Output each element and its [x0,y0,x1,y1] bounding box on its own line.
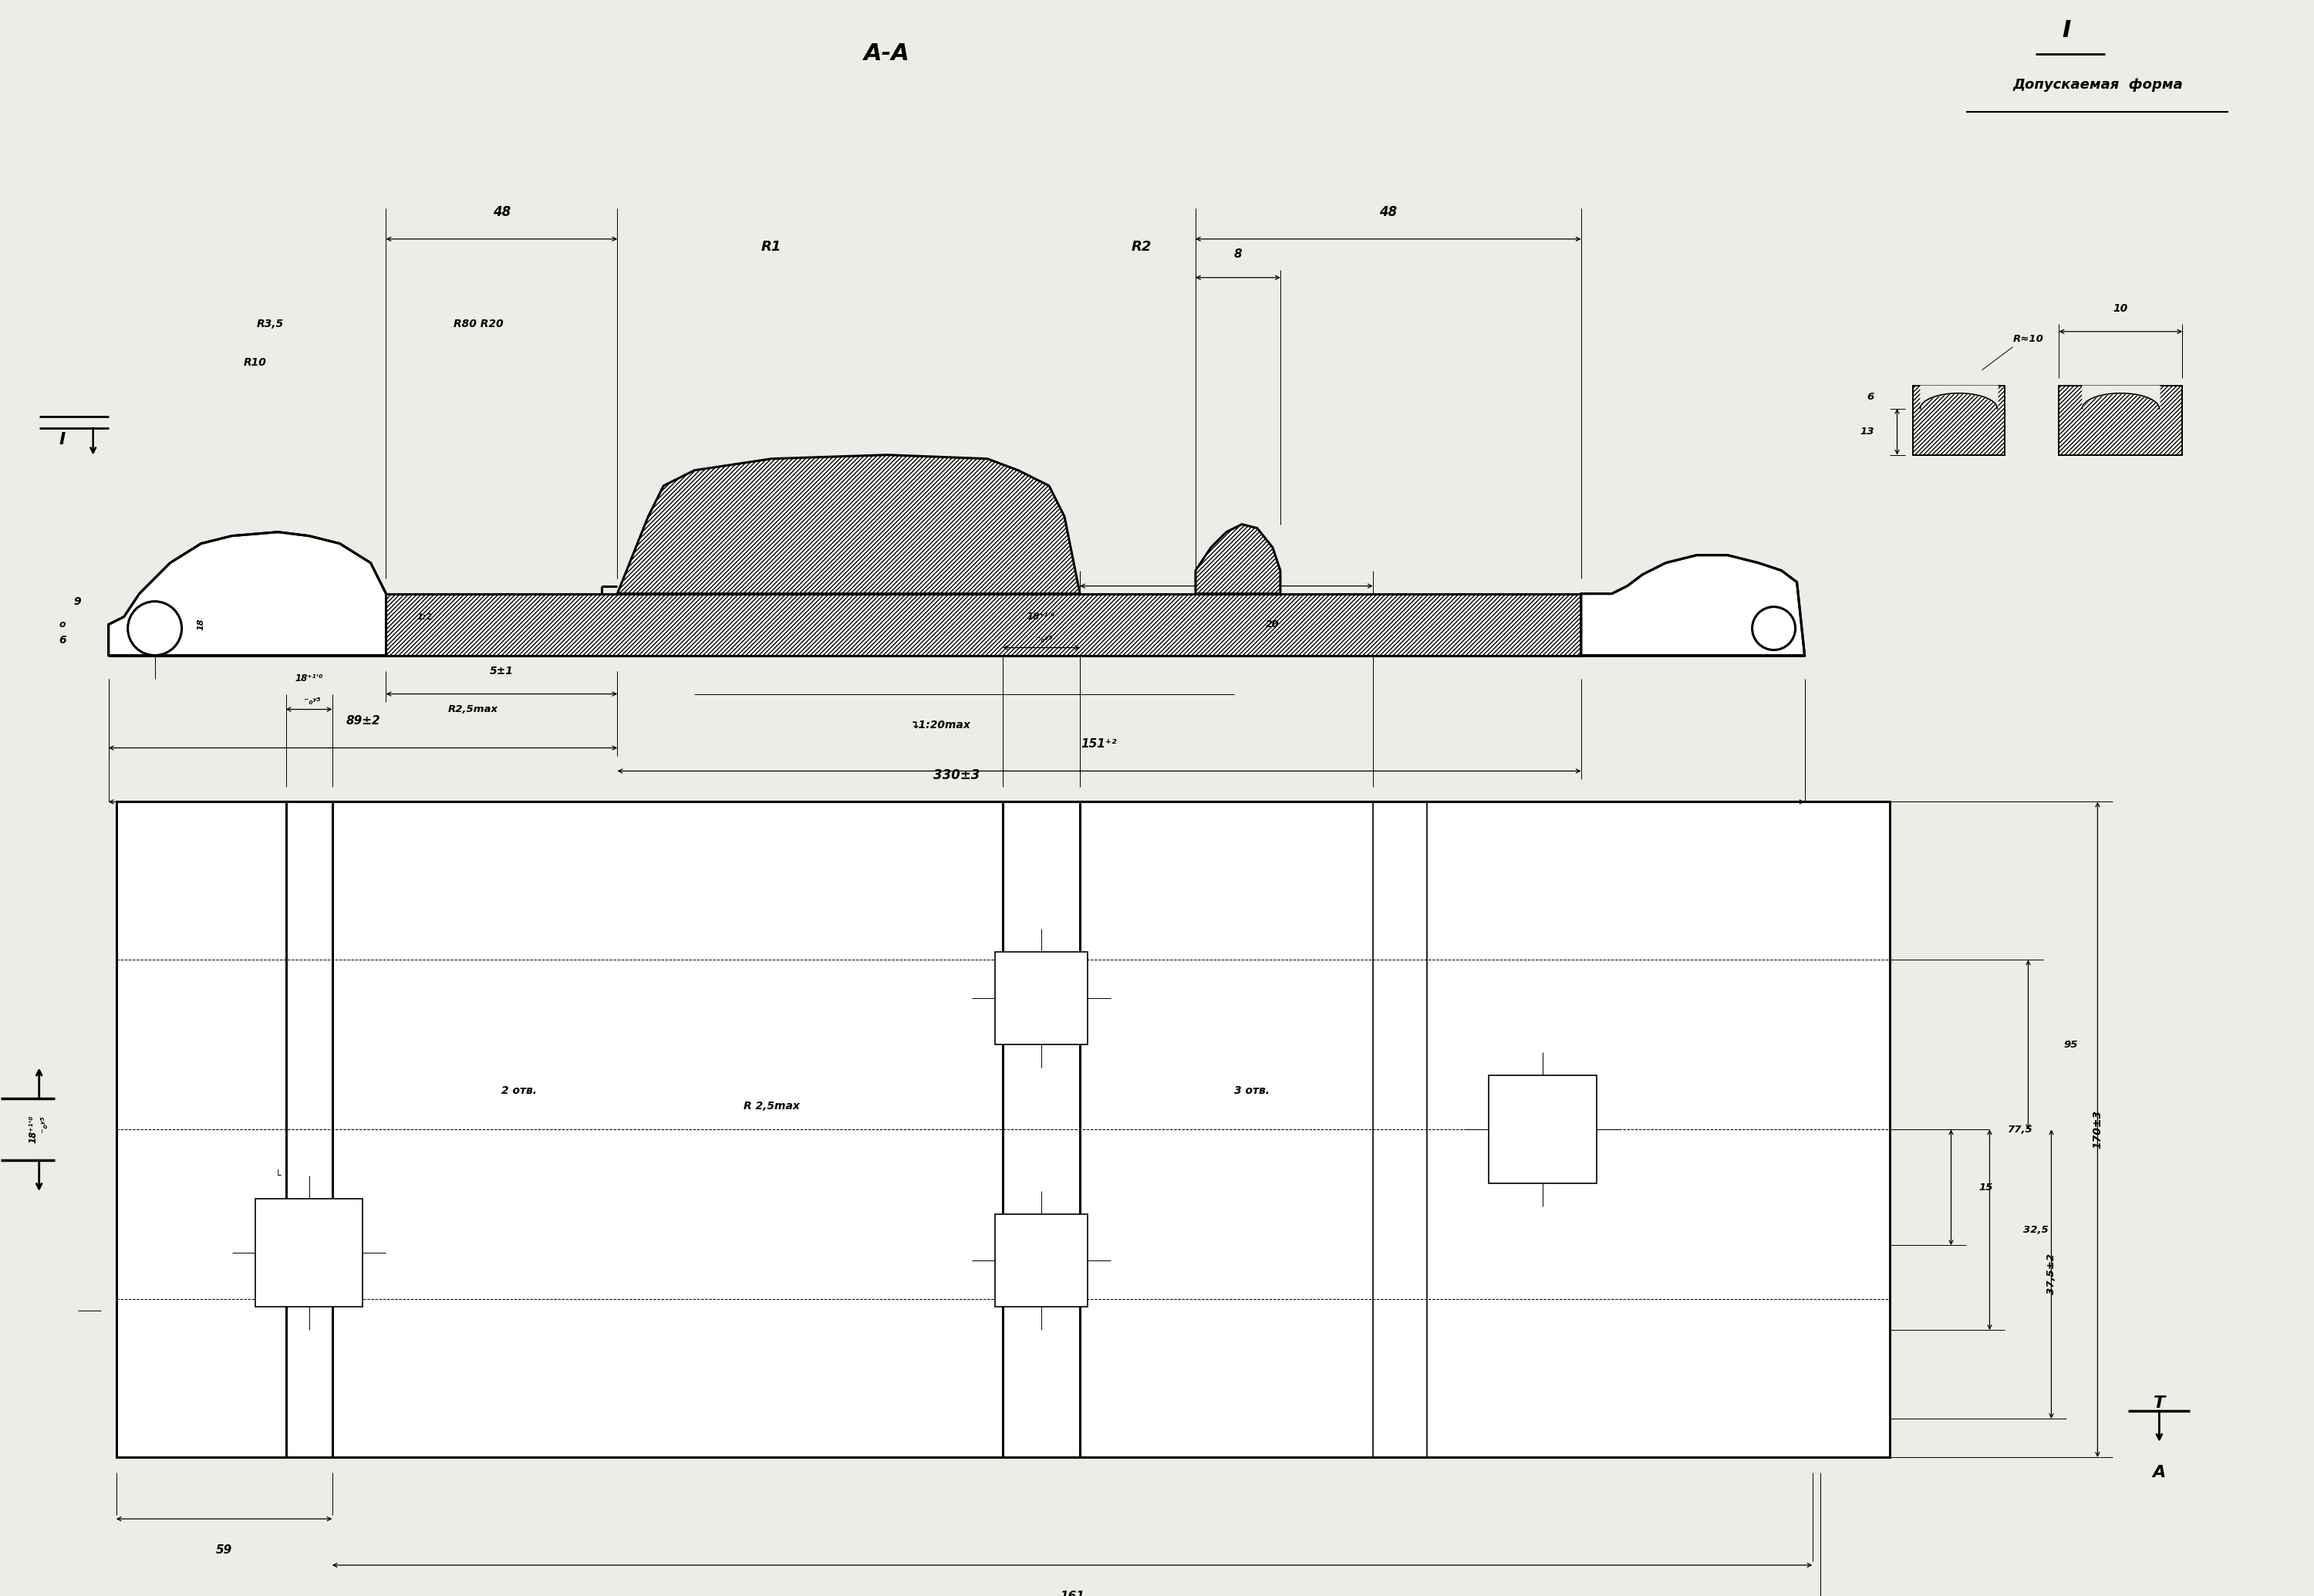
Text: 37,5±2: 37,5±2 [2046,1253,2057,1294]
Text: R1: R1 [761,239,782,254]
Text: 59: 59 [215,1543,231,1556]
Text: 18⁺¹ˈ⁰: 18⁺¹ˈ⁰ [294,674,324,683]
Text: R 2,5max: R 2,5max [743,1101,801,1112]
Text: R2: R2 [1132,239,1152,254]
Text: 20: 20 [1266,619,1280,629]
Text: 330±3: 330±3 [933,768,979,782]
Polygon shape [1580,555,1805,656]
Polygon shape [2059,386,2182,455]
Text: ⁻₀ʸ⁵: ⁻₀ʸ⁵ [1215,573,1238,583]
Text: 2 отв.: 2 отв. [502,1085,537,1096]
Text: 18⁺¹ˈ⁰
   ⁻₀ʸ⁵: 18⁺¹ˈ⁰ ⁻₀ʸ⁵ [28,1116,51,1144]
Text: ⁻₀ʸ⁵: ⁻₀ʸ⁵ [299,696,319,707]
Text: 48: 48 [493,206,511,219]
Text: 6: 6 [1867,393,1874,402]
Bar [995,1215,1088,1307]
Bar [995,953,1088,1045]
Text: o: o [58,619,65,629]
Text: 151⁺²: 151⁺² [1081,739,1118,750]
Text: 77,5: 77,5 [2009,1125,2034,1135]
Polygon shape [109,531,386,656]
Text: 5±1: 5±1 [491,666,514,677]
Text: 95: 95 [2064,1039,2078,1050]
Text: 25⁺¹ˈ⁰: 25⁺¹ˈ⁰ [1213,551,1240,560]
Text: 29: 29 [828,573,838,584]
Text: 1:2: 1:2 [417,613,433,621]
Polygon shape [1914,386,2004,455]
Text: 3 отв.: 3 отв. [1233,1085,1270,1096]
Text: 32,5: 32,5 [2022,1224,2048,1235]
Text: 10: 10 [2113,303,2129,314]
Polygon shape [386,594,1580,656]
Text: R10: R10 [243,358,266,367]
Text: R2,5max: R2,5max [447,704,498,715]
Text: 15: 15 [1978,1183,1992,1192]
Text: └: └ [275,1171,280,1181]
Text: I: I [2062,19,2071,41]
Text: 48: 48 [1379,206,1398,219]
Text: 89±2: 89±2 [345,715,379,726]
Text: T: T [2154,1395,2166,1411]
Text: R80 R20: R80 R20 [454,319,504,329]
Text: 18: 18 [197,619,206,630]
Text: 13: 13 [1860,426,1874,437]
Polygon shape [618,455,1081,594]
Text: А-А: А-А [863,43,909,65]
Text: 8: 8 [1233,249,1243,260]
Text: 18⁺¹ˈ⁰: 18⁺¹ˈ⁰ [1027,611,1055,622]
Text: 170±3: 170±3 [2092,1111,2103,1149]
Text: Допускаемая  форма: Допускаемая форма [2013,78,2182,91]
Text: 6: 6 [58,635,65,645]
Bar [116,801,1891,1457]
Polygon shape [1196,525,1280,594]
Text: 161: 161 [1060,1590,1085,1596]
Text: R3,5: R3,5 [257,319,285,329]
Text: I: I [60,433,65,447]
Text: R≈10: R≈10 [2013,334,2043,345]
Text: ⁻₀ʸ⁵: ⁻₀ʸ⁵ [1030,635,1053,645]
Bar [1488,1076,1597,1184]
Text: ↴1:20max: ↴1:20max [909,720,972,729]
Text: 9: 9 [74,595,81,606]
Bar [255,1199,363,1307]
Text: A: A [2152,1465,2166,1481]
Text: 12,5: 12,5 [659,568,666,589]
